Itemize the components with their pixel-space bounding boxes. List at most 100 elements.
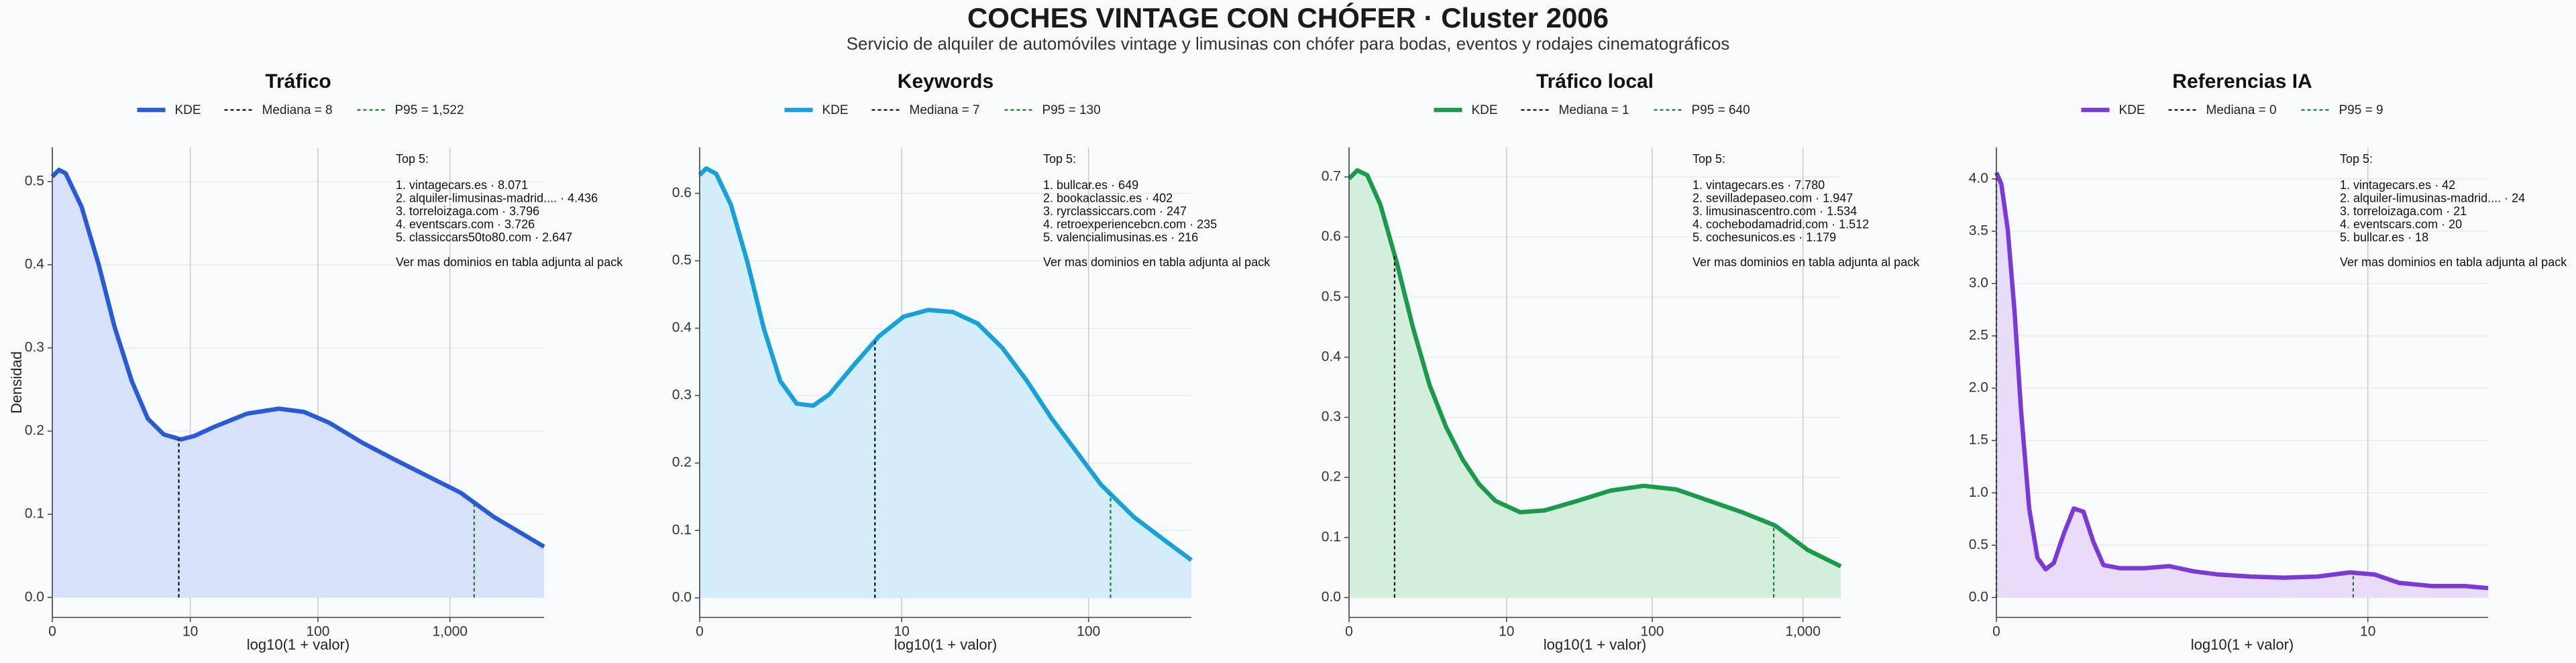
- y-tick-label: 0.4: [672, 320, 692, 335]
- x-axis-label: log10(1 + valor): [247, 636, 350, 653]
- x-axis-label: log10(1 + valor): [1544, 636, 1646, 653]
- panel-title: Tráfico local: [1536, 70, 1654, 93]
- x-tick-label: 100: [1640, 624, 1664, 640]
- x-tick-label: 0: [1345, 624, 1353, 640]
- y-tick-label: 0.3: [672, 387, 692, 403]
- density-area: [700, 168, 1191, 598]
- annotation-item: 4. cochebodamadrid.com · 1.512: [1693, 218, 1869, 231]
- y-tick-label: 0.5: [672, 253, 692, 268]
- legend-label: P95 = 9: [2339, 103, 2383, 117]
- annotation-title: Top 5:: [1693, 152, 1725, 166]
- y-tick-label: 3.5: [1969, 223, 1988, 238]
- panel: 0.0 0.1 0.2 0.3 0.4 0.5 0.6 0.7 0 10 100 1,000 Tráfi…: [1322, 70, 1920, 653]
- panel-title: Keywords: [898, 70, 994, 93]
- legend-label: Mediana = 8: [262, 103, 333, 117]
- annotation-item: 5. cochesunicos.es · 1.179: [1693, 231, 1836, 244]
- x-tick-label: 10: [182, 624, 198, 640]
- density-line: [50, 168, 545, 549]
- annotation-item: 2. sevilladepaseo.com · 1.947: [1693, 191, 1853, 204]
- y-tick-label: 0.0: [1322, 589, 1341, 605]
- y-tick-label: 0.2: [1322, 469, 1341, 485]
- x-tick-label: 10: [1499, 624, 1514, 640]
- density-area: [52, 170, 544, 598]
- legend-label: P95 = 640: [1692, 103, 1750, 117]
- annotation-item: 3. torreloizaga.com · 3.796: [396, 204, 539, 218]
- y-tick-label: 0.2: [672, 455, 692, 470]
- y-tick-label: 0.7: [1322, 168, 1341, 184]
- density-line: [698, 166, 1193, 562]
- y-tick-label: 0.2: [25, 423, 44, 438]
- density-line: [1347, 168, 1842, 568]
- panel-title: Referencias IA: [2172, 70, 2312, 93]
- y-tick-label: 2.0: [1969, 380, 1988, 396]
- y-tick-label: 0.1: [672, 522, 692, 538]
- x-tick-label: 0: [48, 624, 56, 640]
- x-axis-label: log10(1 + valor): [894, 636, 997, 653]
- annotation-item: 4. retroexperiencebcn.com · 235: [1043, 218, 1217, 231]
- y-tick-label: 2.5: [1969, 328, 1988, 343]
- x-tick-label: 0: [696, 624, 704, 640]
- legend-label: P95 = 130: [1042, 103, 1101, 117]
- annotation-item: 5. valencialimusinas.es · 216: [1043, 231, 1198, 244]
- y-tick-label: 0.4: [1322, 349, 1342, 364]
- y-tick-label: 0.4: [25, 256, 45, 272]
- y-tick-label: 1.0: [1969, 485, 1988, 500]
- annotation-item: 5. bullcar.es · 18: [2340, 231, 2428, 244]
- annotation-item: 1. vintagecars.es · 7.780: [1693, 178, 1825, 192]
- x-tick-label: 1,000: [1785, 624, 1821, 640]
- legend-label: KDE: [175, 103, 201, 117]
- y-axis-label: Densidad: [8, 351, 25, 414]
- annotation-title: Top 5:: [1043, 152, 1076, 166]
- legend-label: KDE: [822, 103, 849, 117]
- y-tick-label: 0.6: [672, 185, 692, 200]
- legend-label: KDE: [2119, 103, 2145, 117]
- annotation-item: 4. eventscars.com · 3.726: [396, 218, 535, 231]
- legend-label: Mediana = 1: [1559, 103, 1629, 117]
- annotation-item: 2. alquiler-limusinas-madrid.... · 24: [2340, 191, 2525, 204]
- x-tick-label: 1,000: [432, 624, 468, 640]
- annotation-item: 3. torreloizaga.com · 21: [2340, 204, 2467, 218]
- x-tick-label: 10: [894, 624, 909, 640]
- annotation-title: Top 5:: [2340, 152, 2373, 166]
- page-subtitle: Servicio de alquiler de automóviles vint…: [847, 34, 1730, 54]
- y-tick-label: 0.5: [1969, 537, 1988, 552]
- y-tick-label: 0.0: [672, 589, 692, 605]
- y-tick-label: 0.6: [1322, 229, 1341, 244]
- y-tick-label: 0.0: [1969, 589, 1988, 605]
- y-tick-label: 0.3: [1322, 409, 1341, 424]
- density-area: [1349, 170, 1841, 598]
- legend-label: P95 = 1,522: [395, 103, 464, 117]
- annotation-note: Ver mas dominios en tabla adjunta al pac…: [1693, 255, 1920, 269]
- legend-label: Mediana = 7: [910, 103, 980, 117]
- page-title: COCHES VINTAGE CON CHÓFER · Cluster 2006: [967, 1, 1609, 34]
- y-tick-label: 0.0: [25, 589, 44, 605]
- annotation-item: 3. limusinascentro.com · 1.534: [1693, 204, 1857, 218]
- legend-label: KDE: [1472, 103, 1498, 117]
- panel: 0.0 0.5 1.0 1.5 2.0 2.5 3.0 3.5 4.0 0 10 Referencia…: [1969, 70, 2567, 653]
- y-tick-label: 1.5: [1969, 432, 1988, 448]
- annotation-title: Top 5:: [396, 152, 429, 166]
- annotation-item: 1. vintagecars.es · 8.071: [396, 178, 528, 192]
- x-tick-label: 100: [1077, 624, 1100, 640]
- y-tick-label: 0.3: [25, 340, 44, 355]
- annotation-item: 4. eventscars.com · 20: [2340, 218, 2462, 231]
- y-tick-label: 0.1: [1322, 529, 1341, 544]
- annotation-item: 1. vintagecars.es · 42: [2340, 178, 2455, 192]
- panel: 0.0 0.1 0.2 0.3 0.4 0.5 0.6 0 10 100 Keywords log10…: [672, 70, 1271, 653]
- y-tick-label: 0.1: [25, 506, 44, 522]
- annotation-item: 2. alquiler-limusinas-madrid.... · 4.436: [396, 191, 598, 204]
- annotation-note: Ver mas dominios en tabla adjunta al pac…: [1043, 255, 1271, 269]
- panel-title: Tráfico: [265, 70, 331, 93]
- density-line: [1994, 172, 2489, 591]
- x-axis-label: log10(1 + valor): [2191, 636, 2294, 653]
- x-tick-label: 10: [2360, 624, 2375, 640]
- annotation-item: 2. bookaclassic.es · 402: [1043, 191, 1173, 204]
- y-tick-label: 4.0: [1969, 170, 1988, 186]
- annotation-item: 1. bullcar.es · 649: [1043, 178, 1138, 192]
- y-tick-label: 0.5: [1322, 289, 1341, 304]
- panel: 0.0 0.1 0.2 0.3 0.4 0.5 0 10 100 1,000 Tráfico log1…: [8, 70, 623, 653]
- y-tick-label: 3.0: [1969, 276, 1988, 291]
- y-tick-label: 0.5: [25, 173, 44, 188]
